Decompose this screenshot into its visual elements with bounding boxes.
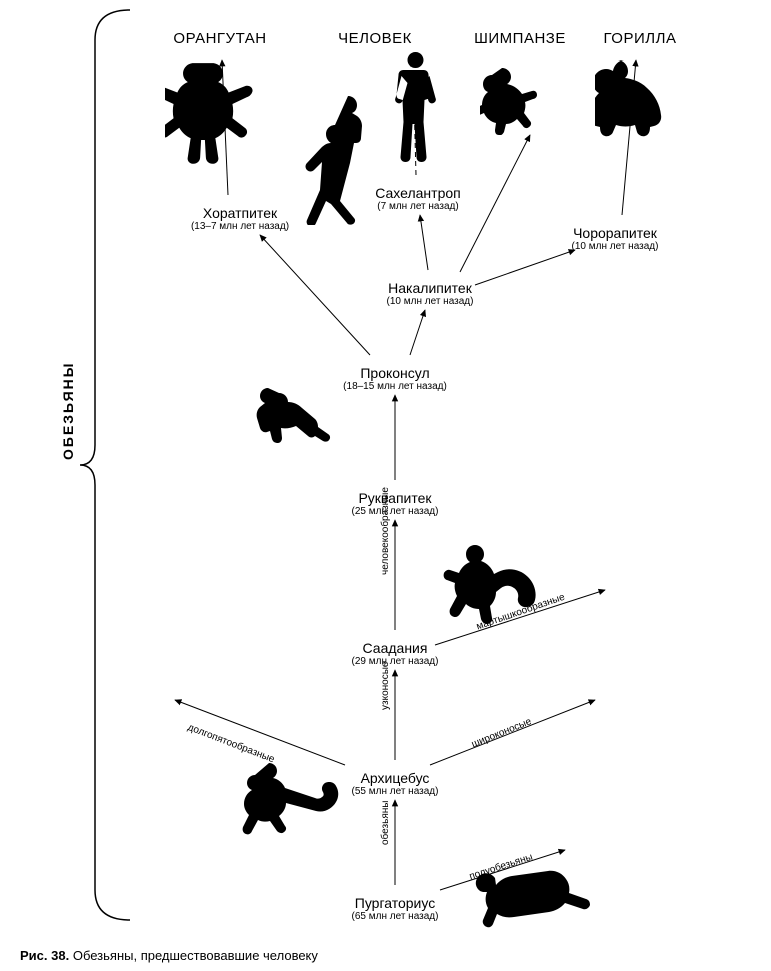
edge-arrow (420, 215, 428, 270)
gorilla-silhouette-icon (595, 55, 695, 140)
edge-label-5: долгопятообразные (186, 722, 276, 765)
node-nakalipithecus-title: Накалипитек (350, 280, 510, 296)
figure-number: Рис. 38. (20, 948, 69, 963)
orangutan-silhouette-icon (165, 55, 260, 170)
node-saadania: Саадания(29 млн лет назад) (315, 640, 475, 667)
top-species-human: ЧЕЛОВЕК (305, 30, 445, 47)
side-label-obezyany: ОБЕЗЬЯНЫ (60, 362, 76, 460)
edge-label-4: широконосые (470, 716, 533, 750)
node-purgatorius: Пургаториус(65 млн лет назад) (315, 895, 475, 922)
edge-label-1: узконосые (380, 662, 391, 710)
node-rukwapithecus-title: Руквапитек (315, 490, 475, 506)
node-nakalipithecus-sub: (10 млн лет назад) (350, 296, 510, 307)
top-species-orangutan: ОРАНГУТАН (150, 30, 290, 47)
purgatorius-silhouette-icon (470, 860, 605, 935)
human-silhouette-icon (388, 50, 443, 165)
chimp-silhouette-icon (480, 60, 560, 135)
node-saadania-sub: (29 млн лет назад) (315, 656, 475, 667)
archicebus-silhouette-icon (225, 760, 350, 840)
node-rukwapithecus: Руквапитек(25 млн лет назад) (315, 490, 475, 517)
node-chororapithecus: Чорорапитек(10 млн лет назад) (535, 225, 695, 252)
diagram-canvas: ОБЕЗЬЯНЫ ОРАНГУТАН ЧЕЛОВЕК ШИМПАНЗЕГОРИЛЛА… (0, 0, 771, 971)
node-rukwapithecus-sub: (25 млн лет назад) (315, 506, 475, 517)
node-saadania-title: Саадания (315, 640, 475, 656)
figure-caption: Рис. 38. Обезьяны, предшествовавшие чело… (20, 948, 318, 963)
node-chororapithecus-sub: (10 млн лет назад) (535, 241, 695, 252)
node-chororapithecus-title: Чорорапитек (535, 225, 695, 241)
edge-label-0: человекообразные (380, 487, 391, 575)
monkey_tail-silhouette-icon (440, 525, 560, 630)
top-species-chimp: ШИМПАНЗЕ (450, 30, 590, 47)
node-proconsul-title: Проконсул (315, 365, 475, 381)
edge-arrow (410, 310, 425, 355)
proconsul-silhouette-icon (250, 380, 340, 445)
node-purgatorius-title: Пургаториус (315, 895, 475, 911)
node-purgatorius-sub: (65 млн лет назад) (315, 911, 475, 922)
figure-text: Обезьяны, предшествовавшие человеку (73, 948, 318, 963)
hominid-silhouette-icon (290, 90, 375, 225)
top-species-gorilla: ГОРИЛЛА (570, 30, 710, 47)
edge-label-2: обезьяны (380, 801, 391, 845)
node-nakalipithecus: Накалипитек(10 млн лет назад) (350, 280, 510, 307)
